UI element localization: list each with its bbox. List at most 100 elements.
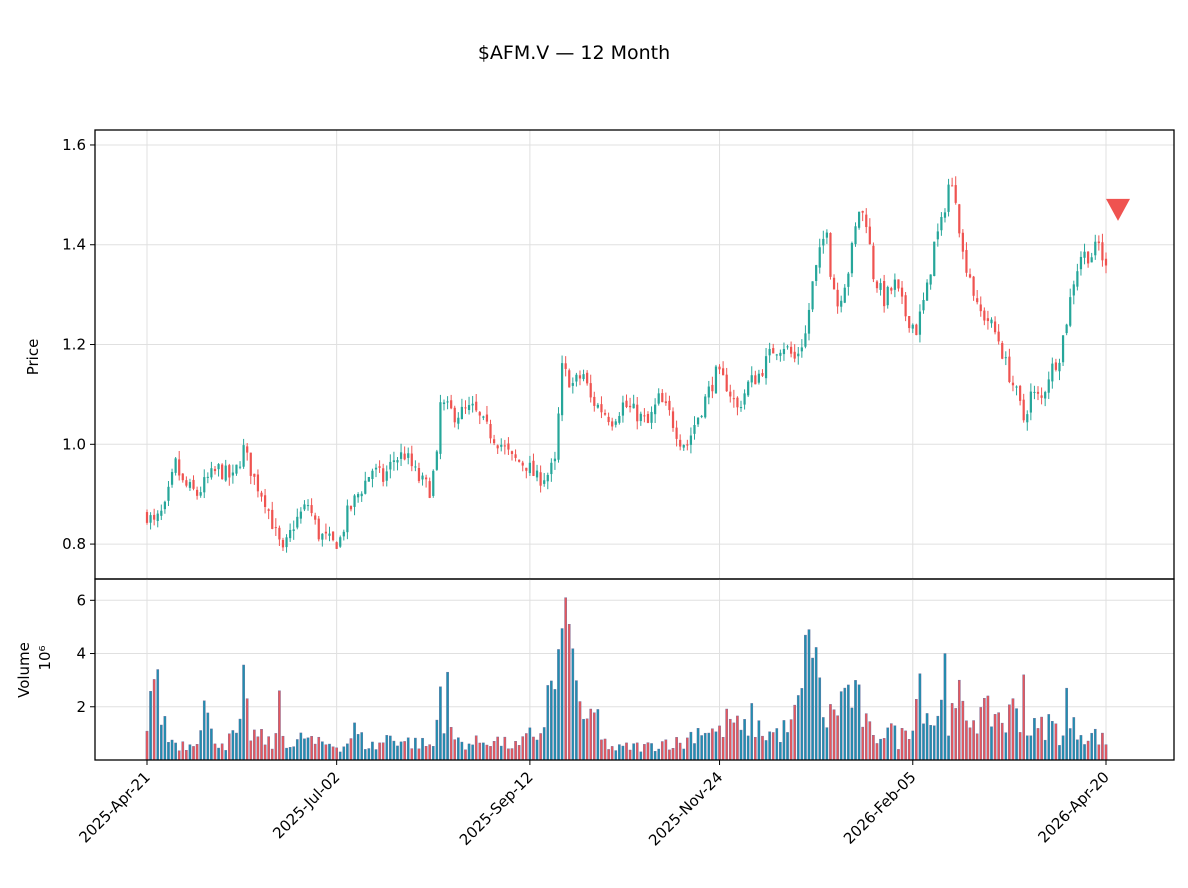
- volume-bar: [288, 747, 292, 761]
- candle-body: [378, 466, 381, 468]
- volume-bar: [260, 729, 263, 761]
- candle-body: [997, 331, 1000, 342]
- candle-body: [478, 412, 481, 416]
- volume-bar: [156, 669, 160, 761]
- candle-body: [947, 184, 950, 212]
- volume-bar: [360, 732, 364, 761]
- volume-bar: [879, 738, 882, 761]
- volume-bar: [1086, 740, 1090, 761]
- volume-bar: [1076, 739, 1079, 761]
- candle-body: [689, 435, 693, 445]
- volume-bar: [789, 719, 793, 761]
- candle-body: [983, 310, 986, 321]
- volume-bar: [564, 597, 567, 761]
- candle-body: [704, 396, 707, 418]
- candle-body: [314, 515, 317, 520]
- candle-body: [875, 281, 879, 289]
- volume-bar: [825, 727, 829, 761]
- volume-bar: [854, 680, 857, 761]
- candle-body: [221, 464, 224, 480]
- candle-body: [439, 402, 442, 454]
- candle-body: [467, 405, 471, 411]
- volume-bar: [524, 733, 528, 761]
- candle-body: [886, 286, 889, 306]
- candle-body: [904, 295, 907, 317]
- candle-body: [628, 405, 632, 408]
- candle-body: [163, 501, 167, 510]
- candle-body: [1086, 251, 1090, 264]
- volume-bar: [775, 728, 779, 761]
- x-tick-label: 2025-Sep-12: [456, 768, 537, 849]
- candle-body: [861, 210, 864, 213]
- volume-bar: [725, 708, 729, 761]
- volume-bar: [378, 742, 381, 761]
- candle-body: [246, 446, 249, 453]
- candle-body: [568, 370, 571, 388]
- candle-body: [382, 468, 385, 482]
- candle-body: [417, 468, 421, 482]
- candle-body: [657, 393, 660, 404]
- candle-body: [532, 460, 535, 476]
- candle-body: [854, 226, 857, 245]
- candle-body: [181, 473, 184, 481]
- volume-bar: [170, 739, 174, 761]
- volume-bar: [385, 735, 389, 761]
- candle-body: [1004, 357, 1007, 359]
- candle-body: [167, 486, 170, 501]
- volume-bar: [553, 689, 557, 761]
- candle-body: [754, 375, 757, 385]
- candle-body: [797, 353, 800, 357]
- volume-bar: [829, 704, 832, 761]
- candle-body: [510, 451, 514, 454]
- candle-body: [818, 247, 821, 268]
- volume-bar: [192, 746, 195, 761]
- volume-bar: [310, 736, 313, 761]
- candle-body: [872, 245, 875, 280]
- volume-bar: [621, 745, 625, 761]
- volume-bar: [1025, 735, 1029, 761]
- volume-bar: [1104, 744, 1108, 761]
- candle-body: [668, 400, 671, 411]
- volume-bar: [303, 738, 306, 761]
- price-y-axis: 0.8 1.0 1.2 1.4 1.6: [62, 136, 95, 553]
- volume-bar: [195, 744, 199, 761]
- volume-bar: [625, 742, 628, 761]
- candle-body: [564, 363, 567, 369]
- volume-bar: [714, 731, 718, 761]
- price-ytick-label: 1.4: [62, 236, 86, 254]
- volume-bar: [718, 725, 721, 761]
- candle-body: [428, 481, 431, 498]
- volume-bar: [145, 730, 149, 761]
- volume-bar: [557, 649, 560, 761]
- volume-bar: [353, 722, 356, 761]
- candle-body: [607, 416, 610, 423]
- volume-bar: [492, 741, 496, 761]
- volume-bar: [321, 741, 324, 761]
- candle-body: [729, 391, 732, 397]
- candle-body: [840, 300, 843, 307]
- volume-bar: [335, 747, 338, 761]
- x-tick-label: 2025-Jul-02: [269, 768, 343, 842]
- volume-bar: [746, 735, 750, 761]
- candle-body: [546, 474, 549, 482]
- candle-body: [1061, 335, 1065, 363]
- candle-body: [228, 465, 231, 478]
- candle-body: [210, 468, 213, 478]
- volume-bar: [503, 736, 507, 761]
- candle-body: [693, 425, 696, 434]
- candle-body: [1065, 324, 1068, 334]
- x-tick-label: 2025-Apr-21: [76, 768, 154, 846]
- volume-bar: [496, 736, 499, 761]
- volume-bar: [238, 718, 242, 761]
- volume-bar: [439, 686, 442, 761]
- candle-body: [442, 402, 446, 405]
- volume-bar: [1101, 732, 1104, 761]
- volume-bar: [1004, 732, 1008, 761]
- candle-body: [349, 505, 353, 510]
- candle-body: [324, 531, 328, 534]
- volume-bar: [932, 725, 936, 761]
- candle-body: [578, 375, 582, 379]
- volume-bar: [700, 735, 703, 761]
- candle-body: [1026, 414, 1029, 423]
